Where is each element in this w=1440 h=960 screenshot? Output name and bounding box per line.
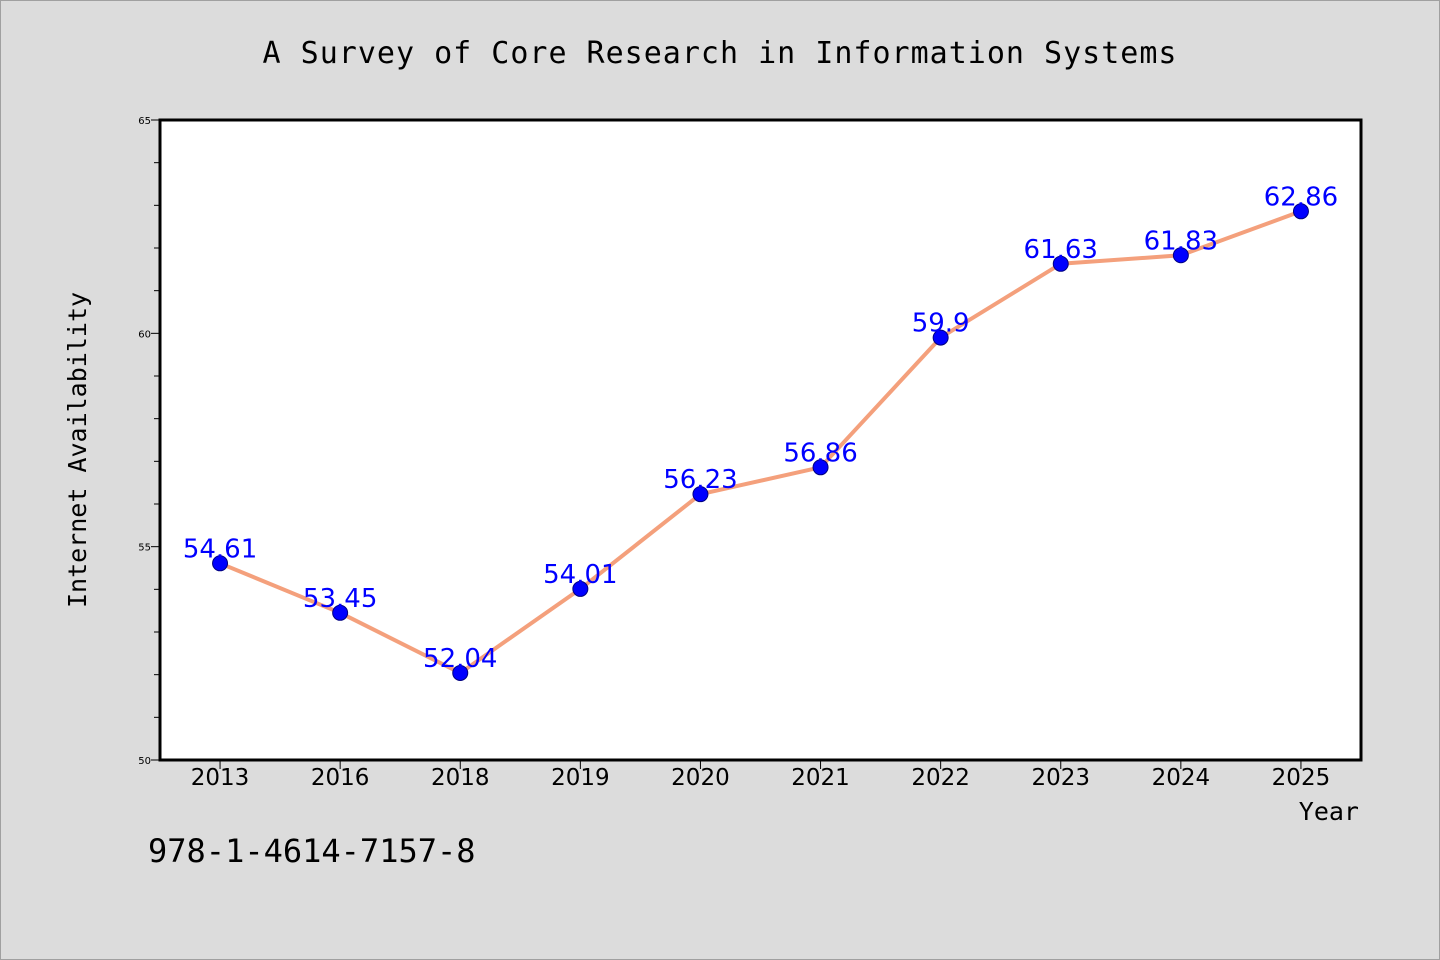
data-point xyxy=(1292,203,1309,220)
x-axis-label: Year xyxy=(1299,797,1359,826)
data-label: 62.86 xyxy=(1264,182,1338,212)
x-tick-label: 2016 xyxy=(311,765,370,791)
x-tick-label: 2024 xyxy=(1152,765,1211,791)
data-label: 61.83 xyxy=(1144,226,1218,256)
y-tick-label: 60 xyxy=(138,329,151,340)
isbn-text: 978-1-4614-7157-8 xyxy=(148,832,476,870)
x-tick-label: 2021 xyxy=(791,765,850,791)
x-tick-label: 2025 xyxy=(1272,765,1331,791)
plot-area xyxy=(160,120,1361,760)
data-label: 53.45 xyxy=(303,584,377,614)
data-point xyxy=(1052,255,1069,272)
data-label: 59.9 xyxy=(912,309,970,339)
data-point xyxy=(212,555,229,572)
data-label: 54.01 xyxy=(543,560,617,590)
data-label: 52.04 xyxy=(423,644,497,674)
marker-group xyxy=(212,203,1309,681)
x-tick-label: 2022 xyxy=(911,765,970,791)
y-axis: 50 55 60 65 xyxy=(138,116,160,767)
data-label: 54.61 xyxy=(183,534,257,564)
data-label: 61.63 xyxy=(1024,235,1098,265)
x-tick-label: 2013 xyxy=(191,765,250,791)
x-tick-label: 2020 xyxy=(671,765,730,791)
series-line xyxy=(218,209,1303,675)
y-tick-label: 55 xyxy=(138,543,151,554)
data-point xyxy=(332,604,349,621)
x-axis: 2013 2016 2018 2019 2020 2021 2022 2023 2024 2025 xyxy=(191,760,1330,791)
data-point xyxy=(812,459,829,476)
x-tick-label: 2019 xyxy=(551,765,610,791)
chart-title: A Survey of Core Research in Information… xyxy=(263,36,1178,71)
y-tick-label: 65 xyxy=(138,116,151,127)
data-label: 56.23 xyxy=(663,465,737,495)
data-label: 56.86 xyxy=(783,438,857,468)
data-point xyxy=(572,580,589,597)
x-tick-label: 2018 xyxy=(431,765,490,791)
series-line-group xyxy=(218,209,1303,675)
y-tick-label: 50 xyxy=(138,756,151,767)
y-axis-label: Internet Availability xyxy=(63,292,92,608)
data-point xyxy=(452,664,469,681)
x-tick-label: 2023 xyxy=(1031,765,1090,791)
data-point xyxy=(1172,247,1189,264)
plot-border xyxy=(158,118,1363,762)
data-point xyxy=(932,329,949,346)
data-label-group: 54.61 53.45 52.04 54.01 56.23 56.86 59.9 61.63 6… xyxy=(183,182,1338,674)
data-point xyxy=(692,486,709,503)
